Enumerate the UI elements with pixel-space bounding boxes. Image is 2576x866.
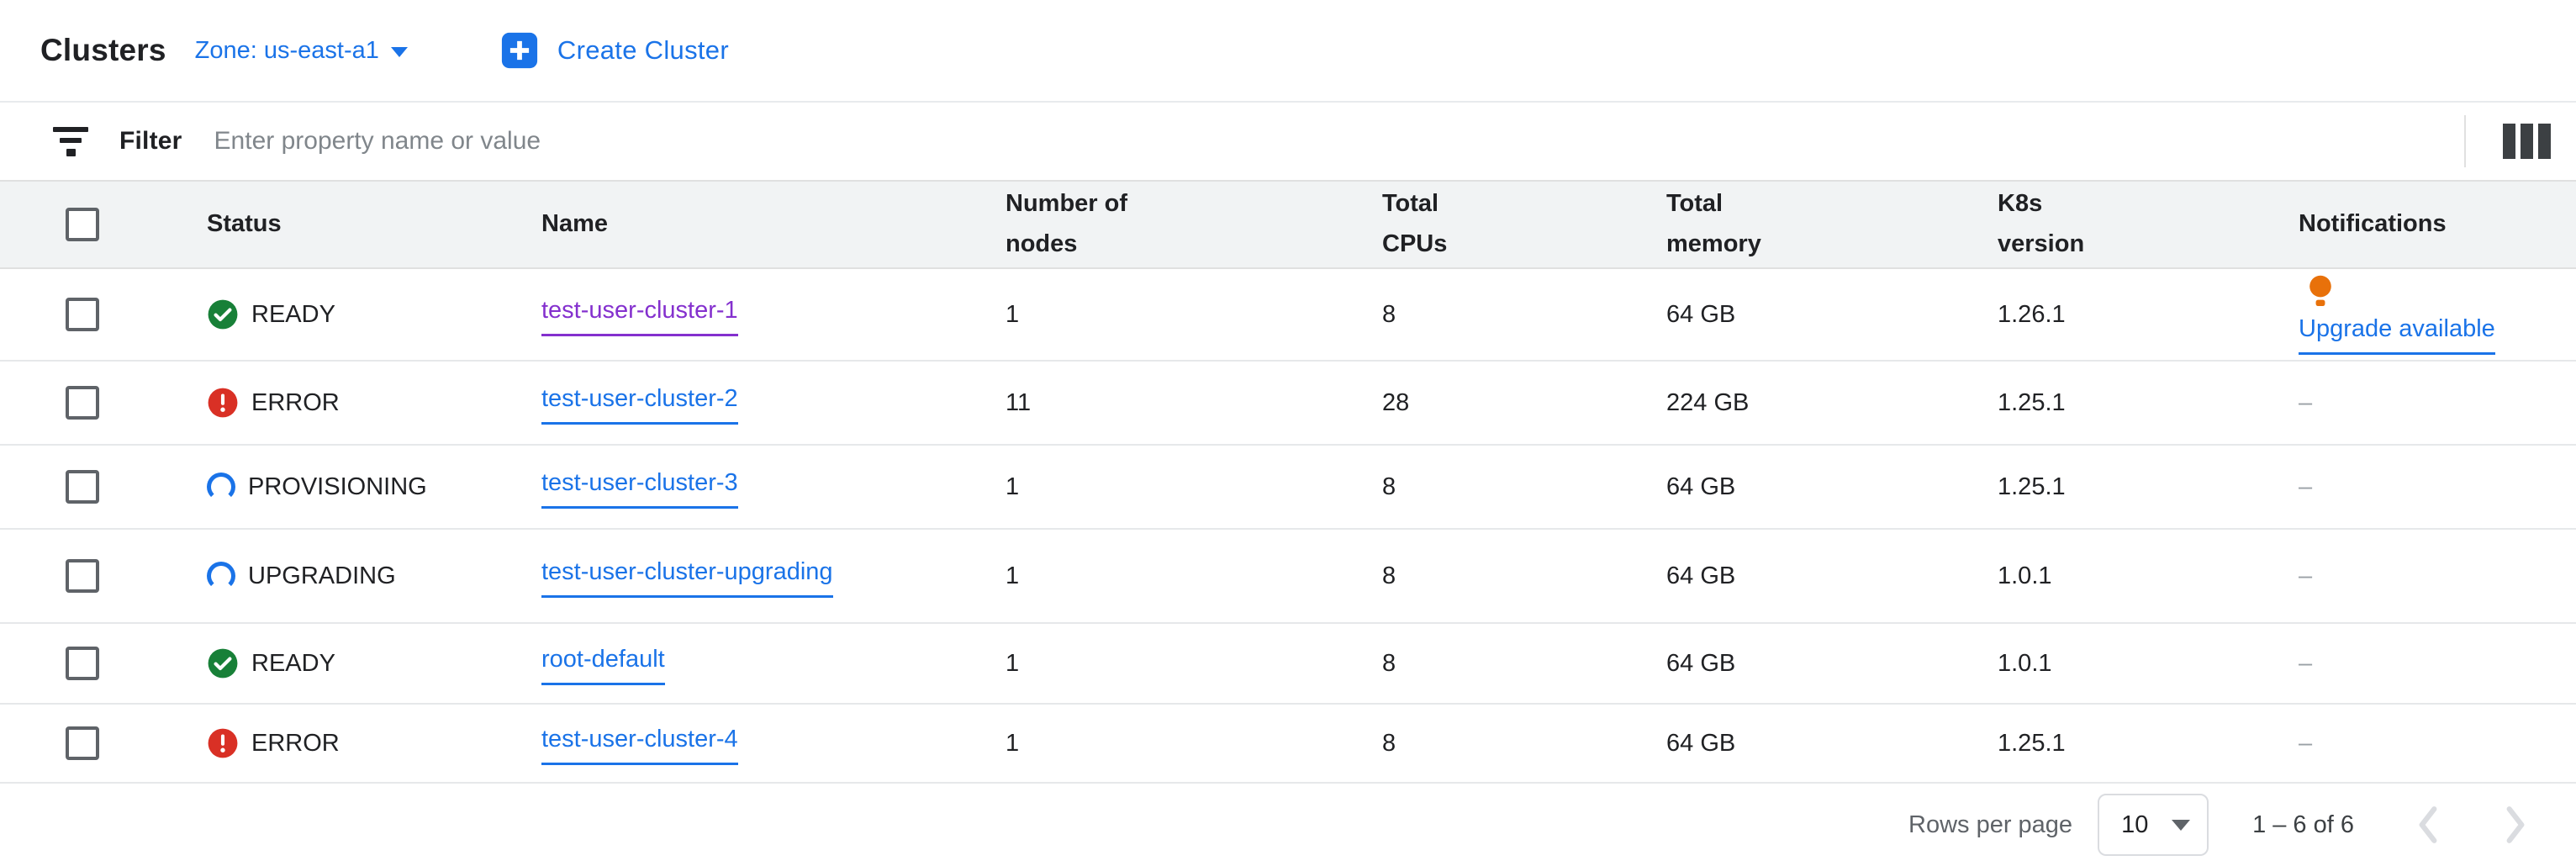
column-header-name: Name	[541, 210, 608, 238]
filter-icon	[52, 124, 89, 158]
table-row: READY test-user-cluster-1 1 8 64 GB 1.26…	[0, 269, 2576, 362]
k8s-version-value: 1.25.1	[1998, 388, 2066, 416]
row-checkbox[interactable]	[66, 726, 99, 760]
cpus-value: 8	[1382, 300, 1396, 328]
column-header-status: Status	[207, 210, 282, 238]
status-progress-icon	[207, 473, 235, 501]
status-ready-icon	[208, 299, 238, 330]
status-error-icon	[208, 728, 238, 758]
memory-value: 64 GB	[1666, 649, 1736, 677]
cpus-value: 8	[1382, 562, 1396, 589]
k8s-version-value: 1.25.1	[1998, 473, 2066, 500]
cpus-value: 28	[1382, 388, 1410, 416]
nodes-value: 1	[1006, 473, 1020, 500]
table-row: PROVISIONING test-user-cluster-3 1 8 64 …	[0, 446, 2576, 530]
chevron-left-icon	[2419, 806, 2437, 843]
rows-per-page-select[interactable]: 10	[2098, 794, 2209, 856]
memory-value: 224 GB	[1666, 388, 1750, 416]
status-label: ERROR	[251, 729, 340, 757]
cluster-name-link[interactable]: test-user-cluster-1	[541, 293, 738, 337]
chevron-right-icon	[2506, 806, 2525, 843]
cluster-name-link[interactable]: test-user-cluster-upgrading	[541, 554, 833, 599]
previous-page-button[interactable]	[2415, 804, 2441, 846]
k8s-version-value: 1.25.1	[1998, 729, 2066, 757]
column-header-memory: Total memory	[1666, 190, 1761, 257]
column-header-notifications: Notifications	[2299, 210, 2447, 238]
status-label: UPGRADING	[248, 562, 396, 589]
filter-input[interactable]	[214, 127, 2464, 156]
column-header-nodes: Number of nodes	[1006, 190, 1127, 257]
notification-empty: –	[2299, 649, 2313, 677]
notification-empty: –	[2299, 388, 2313, 416]
nodes-value: 1	[1006, 562, 1020, 589]
row-checkbox[interactable]	[66, 298, 99, 331]
row-checkbox[interactable]	[66, 470, 99, 504]
zone-selector-label: Zone: us-east-a1	[194, 36, 379, 64]
memory-value: 64 GB	[1666, 562, 1736, 589]
notification-empty: –	[2299, 729, 2313, 757]
memory-value: 64 GB	[1666, 473, 1736, 500]
column-header-cpus: Total CPUs	[1382, 190, 1448, 257]
row-checkbox[interactable]	[66, 386, 99, 420]
table-header-row: Status Name Number of nodes Total CPUs T…	[0, 182, 2576, 269]
table-pagination: Rows per page 10 1 – 6 of 6	[0, 784, 2576, 866]
filter-label: Filter	[119, 127, 182, 155]
chevron-down-icon	[390, 47, 408, 57]
nodes-value: 11	[1006, 388, 1032, 416]
zone-selector[interactable]: Zone: us-east-a1	[195, 37, 408, 65]
rows-per-page-label: Rows per page	[1908, 811, 2073, 838]
table-row: UPGRADING test-user-cluster-upgrading 1 …	[0, 530, 2576, 624]
page-header: Clusters Zone: us-east-a1 Create Cluster	[0, 0, 2576, 103]
table-row: READY root-default 1 8 64 GB 1.0.1 –	[0, 624, 2576, 705]
cluster-name-link[interactable]: test-user-cluster-3	[541, 465, 738, 510]
notification-empty: –	[2299, 473, 2313, 500]
page-title: Clusters	[40, 33, 166, 67]
lightbulb-icon	[2309, 275, 2331, 306]
divider	[2464, 115, 2466, 167]
column-header-k8s-version: K8s version	[1998, 190, 2085, 257]
status-error-icon	[208, 388, 238, 418]
status-label: PROVISIONING	[248, 473, 427, 500]
row-checkbox[interactable]	[66, 559, 99, 593]
k8s-version-value: 1.26.1	[1998, 300, 2066, 328]
cpus-value: 8	[1382, 473, 1396, 500]
nodes-value: 1	[1006, 300, 1020, 328]
nodes-value: 1	[1006, 649, 1020, 677]
plus-icon	[501, 32, 537, 69]
table-row: ERROR test-user-cluster-2 11 28 224 GB 1…	[0, 362, 2576, 446]
nodes-value: 1	[1006, 729, 1020, 757]
row-checkbox[interactable]	[66, 647, 99, 680]
select-all-checkbox[interactable]	[66, 208, 99, 241]
cpus-value: 8	[1382, 649, 1396, 677]
k8s-version-value: 1.0.1	[1998, 562, 2052, 589]
memory-value: 64 GB	[1666, 729, 1736, 757]
rows-per-page-value: 10	[2121, 811, 2149, 838]
status-label: READY	[251, 300, 335, 328]
next-page-button[interactable]	[2502, 804, 2529, 846]
create-cluster-button[interactable]: Create Cluster	[500, 31, 729, 70]
status-ready-icon	[208, 648, 238, 679]
clusters-table: READY test-user-cluster-1 1 8 64 GB 1.26…	[0, 269, 2576, 784]
cpus-value: 8	[1382, 729, 1396, 757]
table-row: ERROR test-user-cluster-4 1 8 64 GB 1.25…	[0, 705, 2576, 784]
status-progress-icon	[207, 562, 235, 590]
pagination-range: 1 – 6 of 6	[2252, 811, 2354, 838]
filter-bar: Filter	[0, 103, 2576, 182]
cluster-name-link[interactable]: test-user-cluster-4	[541, 721, 738, 766]
column-display-icon[interactable]	[2499, 120, 2554, 162]
chevron-down-icon	[2172, 819, 2191, 831]
upgrade-available-link[interactable]: Upgrade available	[2299, 311, 2495, 356]
k8s-version-value: 1.0.1	[1998, 649, 2052, 677]
cluster-name-link[interactable]: test-user-cluster-2	[541, 381, 738, 425]
memory-value: 64 GB	[1666, 300, 1736, 328]
create-cluster-label: Create Cluster	[557, 35, 729, 65]
cluster-name-link[interactable]: root-default	[541, 642, 665, 686]
status-label: READY	[251, 649, 335, 677]
notification-empty: –	[2299, 562, 2313, 589]
status-label: ERROR	[251, 388, 340, 416]
